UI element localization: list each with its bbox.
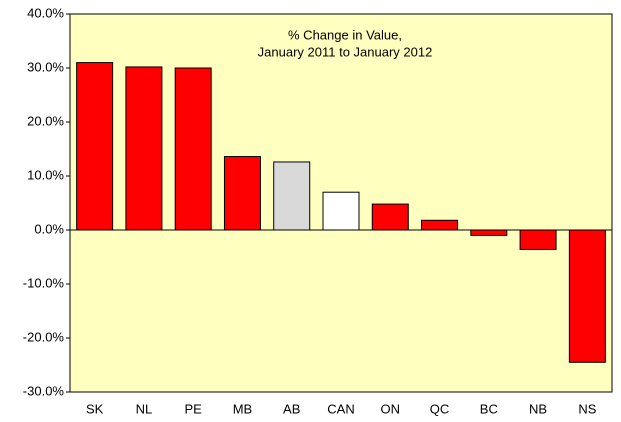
bar: [470, 229, 508, 236]
y-tick-label: -30.0%: [23, 383, 65, 398]
x-tick-label: BC: [480, 401, 498, 416]
bar: [322, 191, 360, 231]
y-tick-label: 30.0%: [27, 59, 64, 74]
bar: [174, 67, 212, 231]
x-tick-label: NL: [136, 401, 153, 416]
bar: [568, 229, 606, 363]
x-tick-label: PE: [185, 401, 203, 416]
x-tick-label: ON: [381, 401, 401, 416]
y-tick-label: 0.0%: [34, 221, 64, 236]
x-tick-label: SK: [86, 401, 104, 416]
bar: [223, 156, 261, 231]
chart-title: % Change in Value,: [288, 27, 402, 42]
y-tick-label: -20.0%: [23, 329, 65, 344]
y-tick-label: 40.0%: [27, 5, 64, 20]
bar: [371, 203, 409, 231]
bar: [125, 66, 163, 231]
chart-title: January 2011 to January 2012: [258, 44, 433, 59]
x-tick-label: QC: [430, 401, 450, 416]
x-tick-label: NB: [529, 401, 547, 416]
bar: [76, 62, 114, 231]
x-tick-label: MB: [233, 401, 253, 416]
y-tick-label: 20.0%: [27, 113, 64, 128]
y-tick-label: 10.0%: [27, 167, 64, 182]
bar: [273, 161, 311, 231]
x-tick-label: CAN: [327, 401, 354, 416]
bar: [421, 219, 459, 231]
bar: [519, 229, 557, 250]
y-tick-label: -10.0%: [23, 275, 65, 290]
x-tick-label: NS: [578, 401, 596, 416]
x-tick-label: AB: [283, 401, 300, 416]
